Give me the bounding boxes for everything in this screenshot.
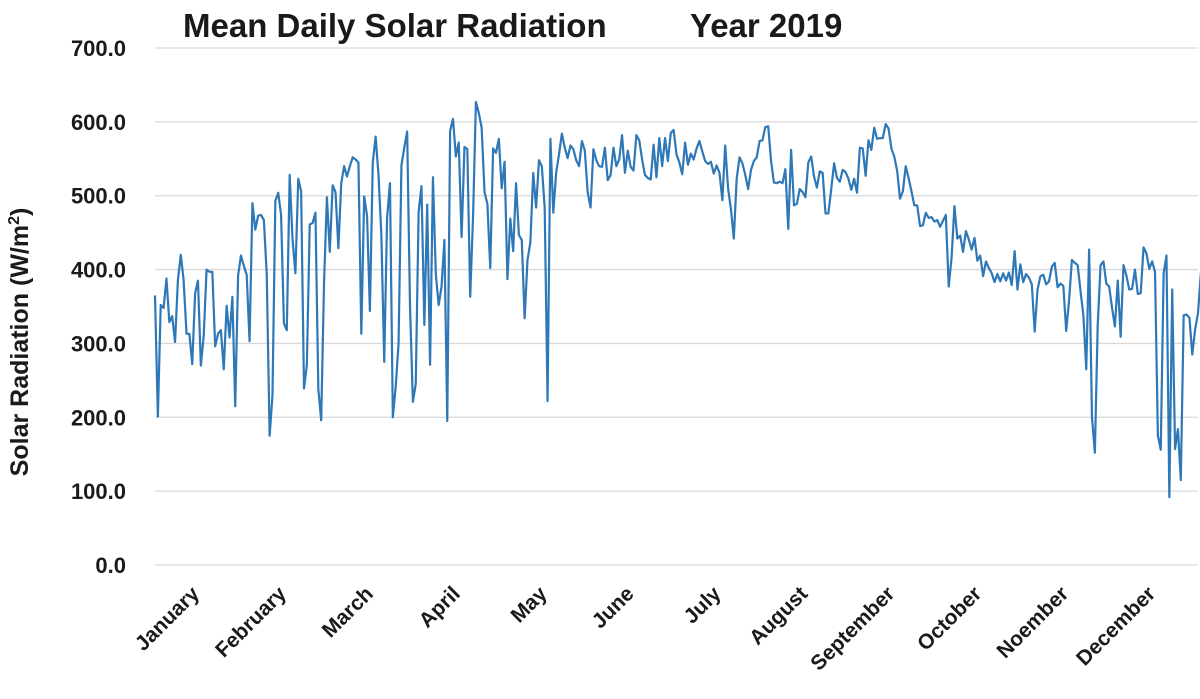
chart-title-year: Year 2019 xyxy=(690,7,842,44)
x-tick-label: March xyxy=(318,582,378,642)
y-tick-labels: 0.0 100.0 200.0 300.0 400.0 500.0 600.0 700.0 xyxy=(71,36,126,578)
y-tick-label: 0.0 xyxy=(95,553,126,578)
y-tick-label: 200.0 xyxy=(71,405,126,430)
x-tick-label: June xyxy=(588,582,639,633)
x-tick-label: January xyxy=(131,582,204,655)
x-tick-label: April xyxy=(415,582,465,632)
x-tick-label: Noember xyxy=(993,582,1074,663)
y-axis-label-end: ) xyxy=(6,208,34,216)
y-tick-label: 600.0 xyxy=(71,110,126,135)
y-axis-label-superscript: 2 xyxy=(6,216,23,225)
y-axis-label: Solar Radiation (W/m2) xyxy=(6,208,34,477)
x-tick-label: July xyxy=(680,582,726,628)
x-tick-label: October xyxy=(913,582,986,655)
x-tick-label: February xyxy=(211,582,291,662)
x-tick-label: December xyxy=(1072,582,1160,670)
x-tick-label: September xyxy=(806,582,899,675)
x-tick-label: August xyxy=(745,582,812,649)
y-tick-label: 300.0 xyxy=(71,331,126,356)
x-tick-labels: January February March April May June July Augu… xyxy=(131,582,1160,675)
x-tick-label: May xyxy=(507,582,552,627)
y-tick-label: 500.0 xyxy=(71,184,126,209)
plot-area xyxy=(153,100,1200,499)
y-tick-label: 700.0 xyxy=(71,36,126,61)
y-tick-label: 400.0 xyxy=(71,258,126,283)
chart-title: Mean Daily Solar Radiation xyxy=(183,7,607,44)
y-axis-label-main: Solar Radiation (W/m xyxy=(6,225,34,476)
y-tick-label: 100.0 xyxy=(71,479,126,504)
series-line xyxy=(153,100,1200,499)
gridlines xyxy=(155,47,1198,566)
